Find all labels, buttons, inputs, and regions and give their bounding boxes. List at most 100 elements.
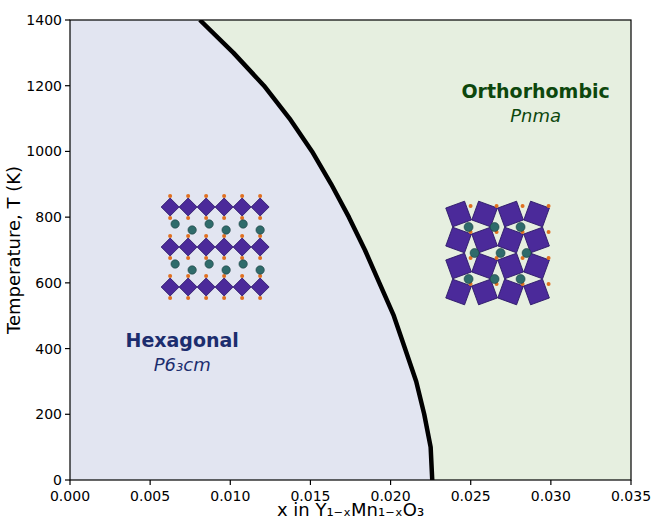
yttrium bbox=[464, 275, 473, 284]
oxygen bbox=[186, 256, 190, 260]
oxygen bbox=[204, 256, 208, 260]
oxygen bbox=[204, 216, 208, 220]
oxygen bbox=[240, 256, 244, 260]
oxygen bbox=[204, 296, 208, 300]
oxygen bbox=[240, 216, 244, 220]
y-tick-label: 1400 bbox=[26, 12, 62, 28]
oxygen bbox=[222, 194, 226, 198]
oxygen bbox=[547, 204, 551, 208]
y-tick bbox=[65, 85, 70, 86]
oxygen bbox=[547, 230, 551, 234]
oxygen bbox=[168, 234, 172, 238]
yttrium bbox=[496, 249, 505, 258]
y-tick bbox=[65, 217, 70, 218]
oxygen bbox=[222, 256, 226, 260]
oxygen bbox=[240, 194, 244, 198]
space-group-label: Pnma bbox=[510, 105, 561, 126]
octahedron bbox=[233, 278, 251, 296]
y-tick-label: 200 bbox=[35, 406, 62, 422]
x-tick bbox=[69, 480, 70, 485]
oxygen bbox=[204, 274, 208, 278]
y-tick bbox=[65, 19, 70, 20]
oxygen bbox=[258, 256, 262, 260]
oxygen bbox=[168, 296, 172, 300]
octahedron bbox=[161, 238, 179, 256]
oxygen bbox=[258, 194, 262, 198]
oxygen bbox=[258, 234, 262, 238]
y-tick-label: 0 bbox=[53, 472, 62, 488]
octahedron bbox=[233, 198, 251, 216]
y-tick-label: 1200 bbox=[26, 78, 62, 94]
oxygen bbox=[240, 296, 244, 300]
yttrium bbox=[239, 260, 247, 268]
octahedron bbox=[179, 198, 197, 216]
octahedron bbox=[251, 278, 269, 296]
yttrium bbox=[188, 266, 196, 274]
yttrium bbox=[470, 249, 479, 258]
oxygen bbox=[495, 204, 499, 208]
oxygen bbox=[469, 204, 473, 208]
yttrium bbox=[205, 260, 213, 268]
yttrium bbox=[205, 220, 213, 228]
oxygen bbox=[521, 204, 525, 208]
x-tick-label: 0.010 bbox=[210, 488, 250, 504]
oxygen bbox=[168, 256, 172, 260]
oxygen bbox=[204, 194, 208, 198]
octahedron bbox=[233, 238, 251, 256]
orthorhombic-structure-icon bbox=[446, 201, 551, 305]
y-tick-label: 600 bbox=[35, 275, 62, 291]
oxygen bbox=[186, 234, 190, 238]
octahedron bbox=[524, 201, 550, 227]
oxygen bbox=[186, 194, 190, 198]
y-tick bbox=[65, 348, 70, 349]
y-tick-label: 800 bbox=[35, 209, 62, 225]
oxygen bbox=[168, 274, 172, 278]
oxygen bbox=[222, 234, 226, 238]
octahedron bbox=[197, 278, 215, 296]
region-fill bbox=[200, 20, 631, 480]
plot-area bbox=[70, 20, 631, 480]
x-tick bbox=[390, 480, 391, 485]
y-axis-title: Temperature, T (K) bbox=[3, 166, 24, 335]
hexagonal-structure-icon bbox=[161, 194, 269, 300]
y-tick-label: 1000 bbox=[26, 143, 62, 159]
space-group-label: P6₃cm bbox=[154, 354, 211, 375]
oxygen bbox=[222, 274, 226, 278]
y-tick bbox=[65, 479, 70, 480]
octahedron bbox=[179, 278, 197, 296]
oxygen bbox=[258, 216, 262, 220]
octahedron bbox=[251, 238, 269, 256]
yttrium bbox=[516, 275, 525, 284]
octahedron bbox=[215, 198, 233, 216]
octahedron bbox=[197, 198, 215, 216]
yttrium bbox=[222, 266, 230, 274]
oxygen bbox=[547, 282, 551, 286]
oxygen bbox=[168, 194, 172, 198]
octahedron bbox=[161, 278, 179, 296]
x-tick bbox=[550, 480, 551, 485]
oxygen bbox=[222, 296, 226, 300]
x-tick-label: 0.005 bbox=[130, 488, 170, 504]
octahedron bbox=[524, 279, 550, 305]
x-tick bbox=[470, 480, 471, 485]
oxygen bbox=[186, 274, 190, 278]
yttrium bbox=[171, 260, 179, 268]
oxygen bbox=[258, 274, 262, 278]
yttrium bbox=[516, 223, 525, 232]
y-tick bbox=[65, 414, 70, 415]
y-tick-label: 400 bbox=[35, 341, 62, 357]
octahedron bbox=[251, 198, 269, 216]
x-tick bbox=[630, 480, 631, 485]
yttrium bbox=[490, 223, 499, 232]
y-tick bbox=[65, 151, 70, 152]
region-label: Hexagonal bbox=[126, 329, 239, 351]
plot-frame bbox=[70, 20, 631, 480]
octahedron bbox=[215, 238, 233, 256]
octahedron bbox=[197, 238, 215, 256]
oxygen bbox=[547, 256, 551, 260]
yttrium bbox=[222, 226, 230, 234]
oxygen bbox=[240, 274, 244, 278]
yttrium bbox=[256, 266, 264, 274]
oxygen bbox=[222, 216, 226, 220]
octahedron bbox=[215, 278, 233, 296]
